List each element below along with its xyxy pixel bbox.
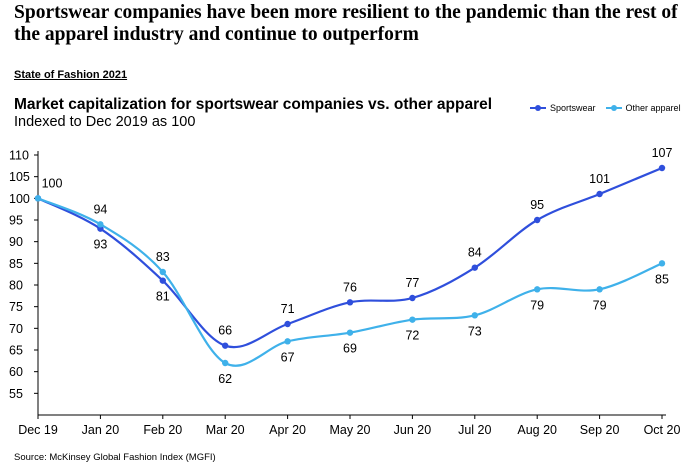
x-tick-label: Dec 19	[18, 423, 58, 437]
legend-label-sportswear: Sportswear	[550, 103, 596, 113]
data-label-sportswear: 84	[468, 246, 482, 260]
x-tick-label: Jul 20	[458, 423, 491, 437]
chart-subtitle: Indexed to Dec 2019 as 100	[14, 114, 196, 130]
legend: Sportswear Other apparel	[530, 103, 691, 113]
y-tick-label: 110	[9, 149, 29, 163]
data-point-sportswear	[222, 342, 229, 349]
data-point-other-apparel	[596, 286, 603, 293]
headline: Sportswear companies have been more resi…	[14, 2, 678, 45]
y-tick-label: 80	[9, 279, 23, 293]
data-point-other-apparel	[159, 268, 166, 276]
data-label-sportswear: 101	[589, 172, 610, 186]
data-label-other-apparel: 94	[93, 202, 107, 216]
y-tick-label: 55	[9, 387, 23, 401]
x-tick-label: Aug 20	[517, 423, 557, 437]
data-point-other-apparel	[658, 260, 666, 267]
x-tick-label: Oct 20	[644, 423, 681, 437]
legend-item-other-apparel: Other apparel	[605, 103, 681, 113]
series-line-other-apparel	[37, 197, 663, 367]
data-point-other-apparel	[471, 312, 478, 319]
data-label-sportswear: 76	[343, 280, 357, 294]
data-label-sportswear: 77	[405, 276, 419, 290]
data-label-sportswear: 107	[652, 146, 673, 160]
y-tick-label: 70	[9, 322, 23, 336]
y-tick-label: 100	[9, 192, 30, 206]
data-point-other-apparel	[346, 329, 354, 336]
data-point-other-apparel	[97, 221, 104, 228]
data-point-sportswear	[658, 164, 666, 172]
data-label-sportswear: 95	[530, 198, 544, 212]
data-point-other-apparel	[409, 316, 416, 323]
y-tick-label: 90	[9, 235, 23, 249]
data-point-sportswear	[471, 264, 478, 271]
data-label-other-apparel: 67	[281, 350, 295, 364]
y-tick-label: 105	[9, 170, 30, 184]
data-point-sportswear	[596, 190, 603, 198]
legend-label-other-apparel: Other apparel	[625, 103, 681, 113]
data-point-other-apparel	[284, 338, 291, 345]
data-point-other-apparel	[534, 286, 541, 293]
x-tick-label: Jan 20	[82, 423, 120, 437]
data-label-sportswear: 93	[93, 238, 107, 252]
data-label-sportswear: 71	[281, 302, 295, 316]
data-label-other-apparel: 83	[156, 250, 170, 264]
data-label-sportswear: 66	[218, 324, 232, 338]
data-point-sportswear	[284, 320, 291, 328]
data-label-other-apparel: 85	[655, 272, 669, 286]
data-point-other-apparel	[222, 359, 229, 367]
x-tick-label: Apr 20	[269, 423, 306, 437]
data-label-other-apparel: 72	[405, 329, 419, 343]
x-tick-label: Mar 20	[206, 423, 245, 437]
data-label-other-apparel: 62	[218, 372, 232, 386]
x-tick-label: Sep 20	[580, 423, 620, 437]
legend-swatch-sportswear	[530, 105, 546, 111]
x-tick-label: May 20	[330, 423, 371, 437]
data-label-other-apparel: 79	[593, 298, 607, 312]
y-tick-label: 95	[9, 214, 23, 228]
y-tick-label: 85	[9, 257, 23, 271]
data-label-other-apparel: 79	[530, 298, 544, 312]
y-tick-label: 60	[9, 365, 23, 379]
x-tick-label: Feb 20	[143, 423, 182, 437]
line-chart: 55 60 65 70 75 80 85 90 95 100 105 110 Dec 19 Jan 20 F…	[9, 146, 681, 437]
x-tick-label: Jun 20	[394, 423, 432, 437]
legend-item-sportswear: Sportswear	[530, 103, 596, 113]
chart-title: Market capitalization for sportswear com…	[14, 96, 493, 113]
data-point-sportswear	[159, 277, 166, 284]
data-label-other-apparel: 73	[468, 324, 482, 338]
source-note: Source: McKinsey Global Fashion Index (M…	[14, 452, 216, 463]
data-point-other-apparel	[34, 195, 42, 202]
data-point-sportswear	[346, 299, 354, 306]
data-point-sportswear	[534, 216, 541, 224]
y-tick-label: 65	[9, 344, 23, 358]
report-kicker: State of Fashion 2021	[14, 69, 128, 81]
y-tick-label: 75	[9, 300, 23, 314]
data-label-other-apparel: 69	[343, 342, 357, 356]
series-line-sportswear	[37, 166, 663, 349]
data-point-sportswear	[409, 294, 416, 302]
data-label-sportswear: 81	[156, 290, 170, 304]
data-label-sportswear: 100	[42, 176, 63, 190]
legend-swatch-other-apparel	[605, 105, 622, 111]
